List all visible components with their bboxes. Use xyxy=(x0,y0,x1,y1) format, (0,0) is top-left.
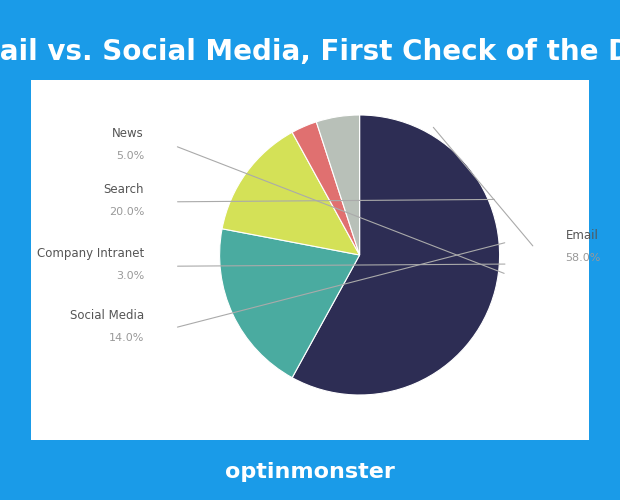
FancyBboxPatch shape xyxy=(9,66,611,454)
Text: Social Media: Social Media xyxy=(70,308,144,322)
Text: 5.0%: 5.0% xyxy=(116,150,144,160)
Text: News: News xyxy=(112,126,144,140)
Wedge shape xyxy=(292,115,500,395)
Text: Company Intranet: Company Intranet xyxy=(37,247,144,260)
Text: 20.0%: 20.0% xyxy=(108,206,144,216)
Text: Email: Email xyxy=(565,229,598,242)
Text: optinmonster: optinmonster xyxy=(225,462,395,482)
Wedge shape xyxy=(222,132,360,255)
Text: Email vs. Social Media, First Check of the Day: Email vs. Social Media, First Check of t… xyxy=(0,38,620,66)
Wedge shape xyxy=(219,229,360,378)
Text: 3.0%: 3.0% xyxy=(116,271,144,281)
Wedge shape xyxy=(292,122,360,255)
Text: 58.0%: 58.0% xyxy=(565,253,601,263)
Text: Search: Search xyxy=(104,182,144,196)
Wedge shape xyxy=(316,115,360,255)
Text: 14.0%: 14.0% xyxy=(108,332,144,342)
